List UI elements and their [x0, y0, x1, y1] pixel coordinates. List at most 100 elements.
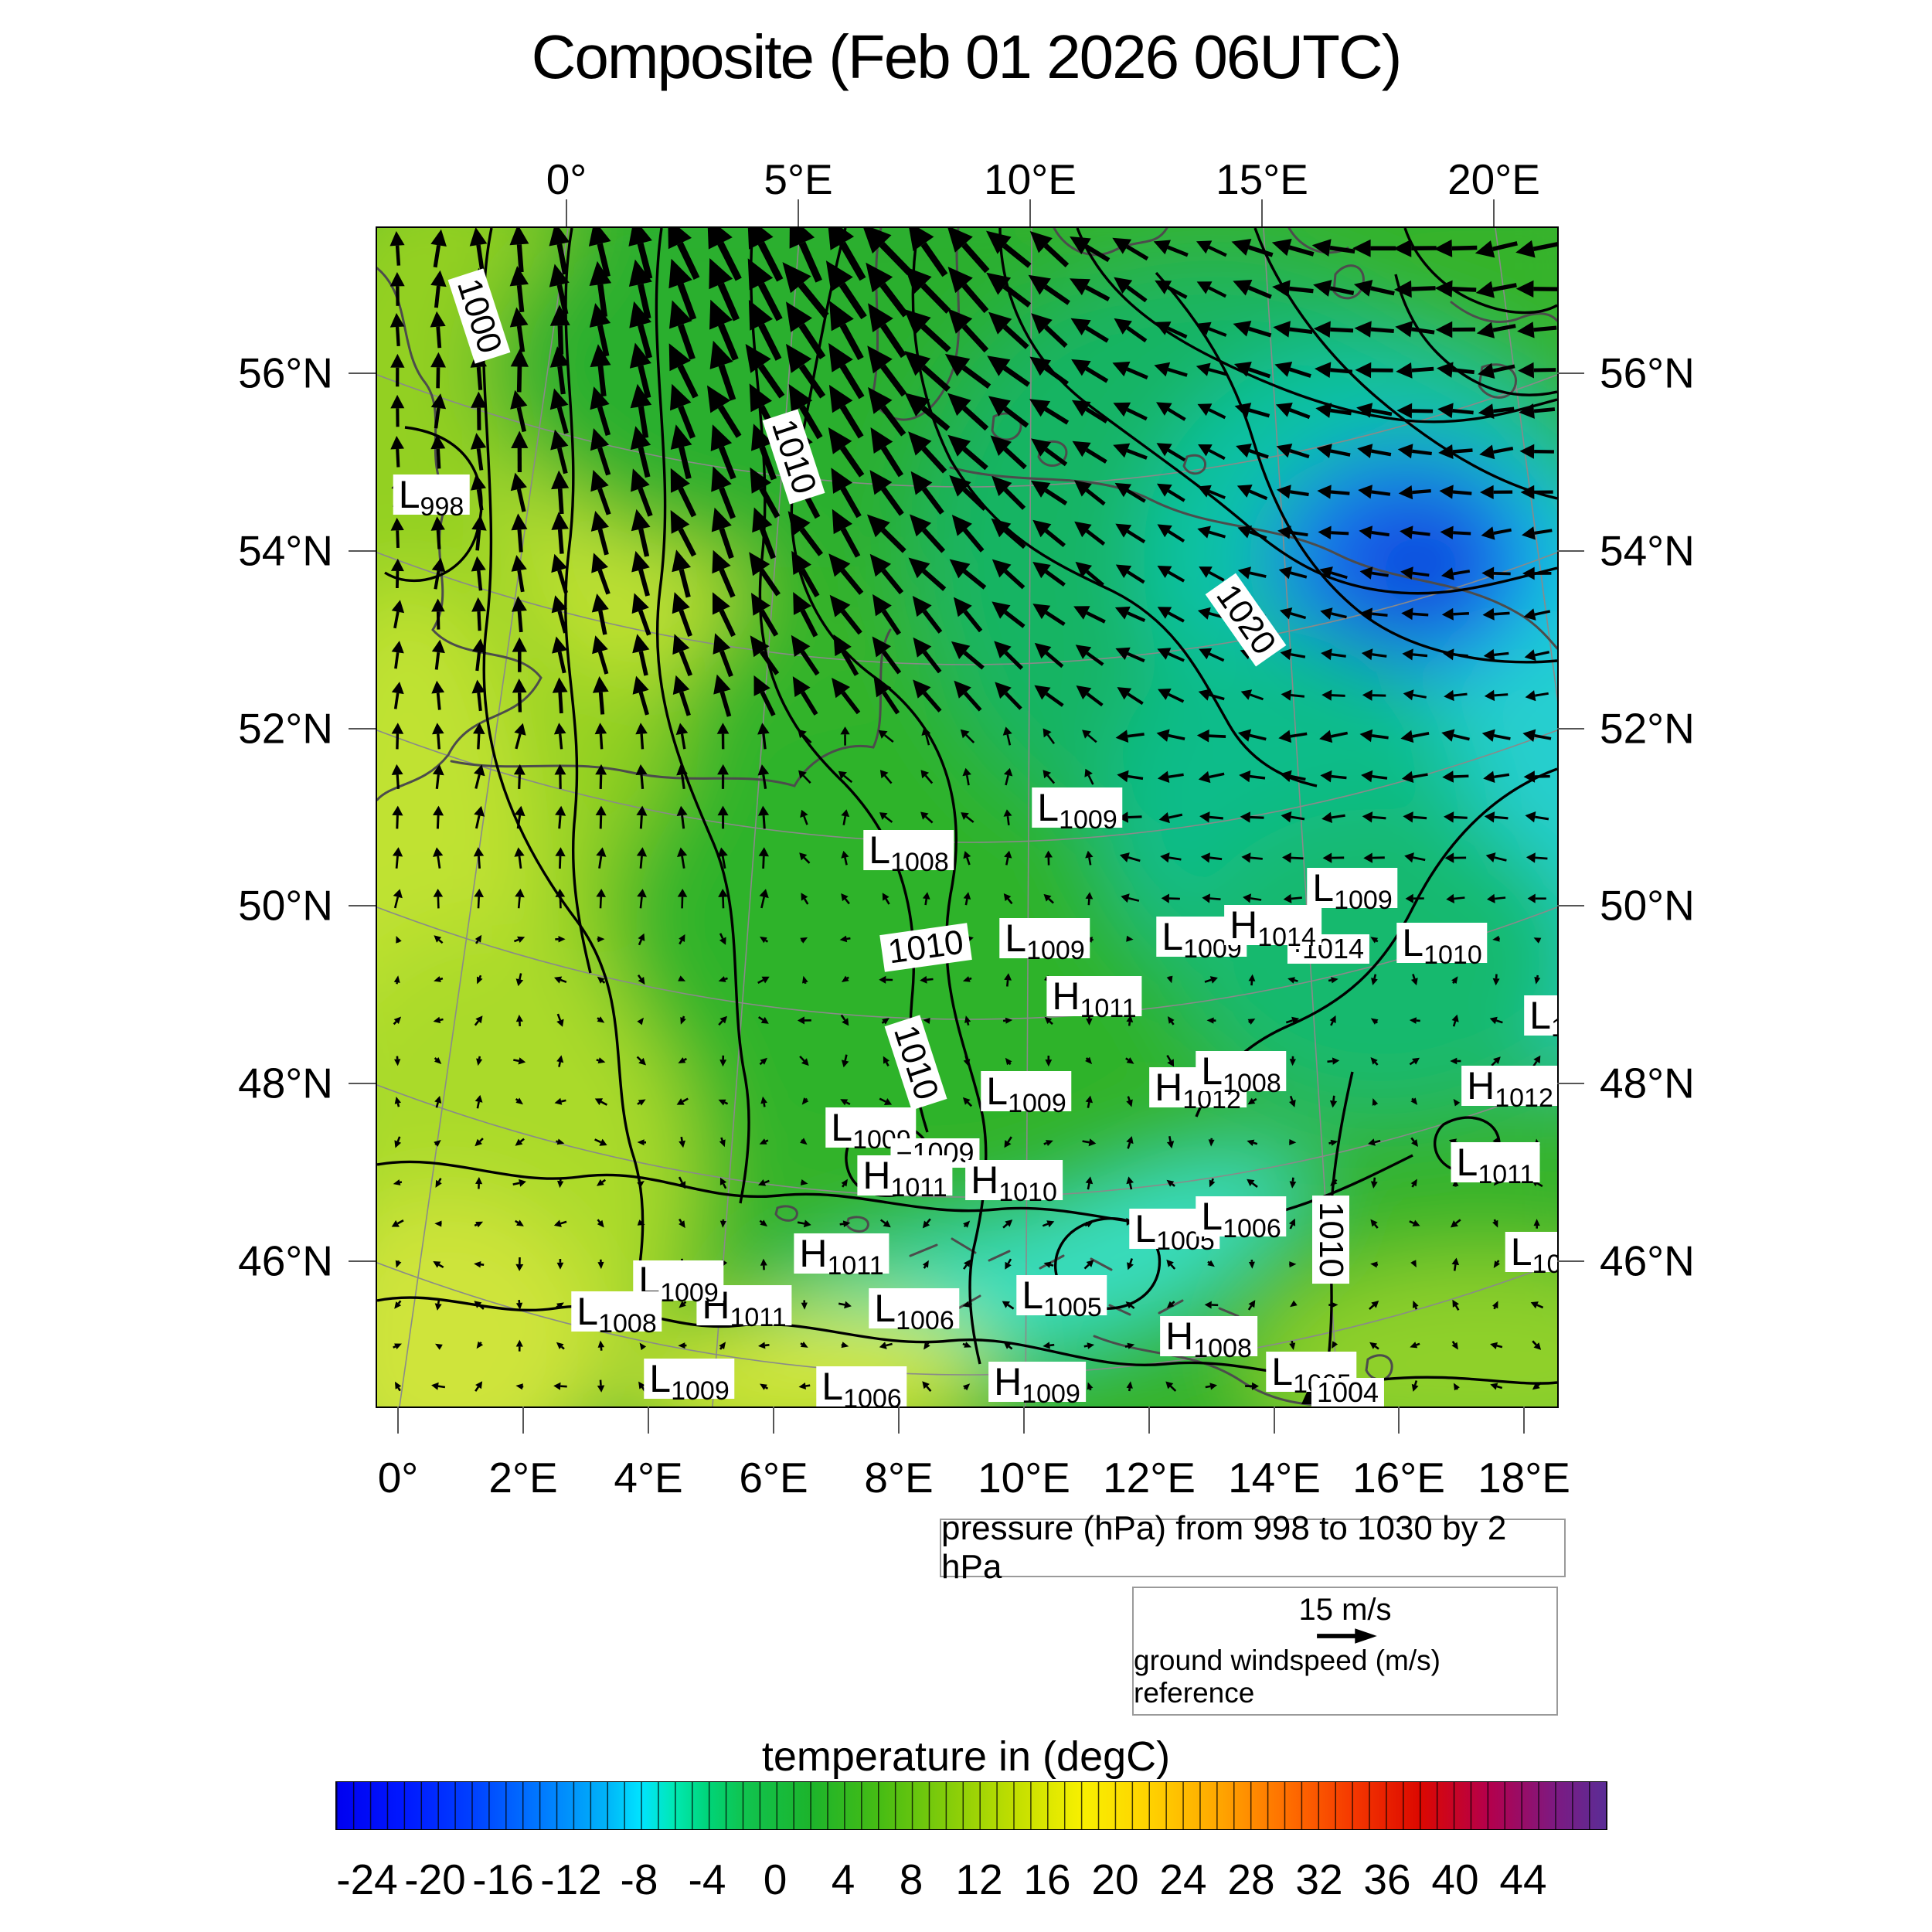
lat-tick-right: [1557, 905, 1584, 906]
colorbar-tick-label: -16: [472, 1855, 534, 1903]
pressure-center-label: H1010: [965, 1160, 1063, 1206]
lon-label-bottom: 6°E: [739, 1454, 808, 1502]
pressure-center-label: L1006: [869, 1288, 960, 1334]
pressure-center-label: L1011: [1451, 1142, 1540, 1188]
lon-tick-bottom: [1523, 1406, 1525, 1434]
lat-label-right: 50°N: [1600, 881, 1695, 930]
page-title: Composite (Feb 01 2026 06UTC): [531, 22, 1403, 91]
lon-tick-top: [1261, 199, 1263, 226]
lon-label-bottom: 8°E: [864, 1454, 934, 1502]
pressure-center-label: L101: [1505, 1232, 1557, 1277]
lat-label-right: 52°N: [1600, 704, 1695, 753]
lat-label-right: 56°N: [1600, 349, 1695, 397]
contour-inline-label: 1010: [1312, 1196, 1350, 1284]
lat-label-left: 48°N: [238, 1059, 333, 1107]
lon-tick-top: [1029, 199, 1031, 226]
colorbar-tick-label: 8: [899, 1855, 923, 1903]
pressure-center-label: L1008: [863, 830, 954, 876]
colorbar: [335, 1781, 1607, 1830]
lon-label-top: 20°E: [1447, 155, 1540, 203]
colorbar-tick-label: 28: [1227, 1855, 1275, 1903]
lat-tick-left: [349, 728, 376, 730]
wind-reference-speed: 15 m/s: [1298, 1593, 1392, 1627]
lat-label-left: 54°N: [238, 526, 333, 575]
lon-tick-bottom: [648, 1406, 649, 1434]
lat-tick-right: [1557, 1260, 1584, 1262]
colorbar-tick-label: -8: [620, 1855, 658, 1903]
pressure-center-label: L1009: [981, 1071, 1072, 1117]
colorbar-tick-label: 36: [1363, 1855, 1411, 1903]
weather-map: L998 L1008 L1009 L1009 H1011 L1009·1014 H1014 L…: [376, 226, 1559, 1408]
lon-tick-bottom: [773, 1406, 774, 1434]
pressure-center-label: L1009: [644, 1359, 735, 1404]
lon-label-top: 0°: [546, 155, 587, 203]
lon-label-bottom: 14°E: [1228, 1454, 1321, 1502]
lat-label-right: 48°N: [1600, 1059, 1695, 1107]
lat-tick-right: [1557, 728, 1584, 730]
lat-tick-left: [349, 905, 376, 906]
lon-tick-bottom: [397, 1406, 399, 1434]
colorbar-tick-label: -24: [336, 1855, 398, 1903]
lon-tick-bottom: [898, 1406, 900, 1434]
pressure-center-label: L998: [393, 474, 470, 520]
pressure-center-label: H1009: [988, 1362, 1086, 1406]
lat-label-left: 46°N: [238, 1236, 333, 1285]
colorbar-tick-label: 12: [955, 1855, 1003, 1903]
colorbar-tick-label: 32: [1295, 1855, 1343, 1903]
colorbar-tick-label: -12: [540, 1855, 602, 1903]
lon-label-bottom: 18°E: [1478, 1454, 1570, 1502]
pressure-center-label: H1011: [794, 1233, 889, 1279]
pressure-center-label: H1011: [1046, 976, 1142, 1022]
lat-tick-left: [349, 1083, 376, 1084]
colorbar-tick-label: 44: [1499, 1855, 1547, 1903]
pressure-center-label: H1014: [1224, 905, 1321, 951]
pressure-range-text: pressure (hPa) from 998 to 1030 by 2 hPa: [941, 1509, 1507, 1586]
lat-label-right: 46°N: [1600, 1236, 1695, 1285]
map-canvas: [377, 228, 1557, 1406]
lat-tick-left: [349, 1260, 376, 1262]
lon-label-bottom: 4°E: [614, 1454, 683, 1502]
lat-tick-left: [349, 372, 376, 374]
colorbar-tick-label: 40: [1431, 1855, 1479, 1903]
pressure-center-label: H1011: [857, 1155, 953, 1201]
lat-tick-right: [1557, 372, 1584, 374]
pressure-center-label: L1005: [1129, 1209, 1220, 1254]
pressure-center-label: H1012: [1461, 1066, 1557, 1111]
pressure-center-label: L10: [1524, 995, 1557, 1041]
colorbar-tick-label: 16: [1023, 1855, 1071, 1903]
pressure-center-label: L1009: [999, 918, 1090, 964]
wind-reference-caption: ground windspeed (m/s) reference: [1134, 1645, 1440, 1709]
lon-tick-bottom: [1023, 1406, 1025, 1434]
colorbar-tick-label: 20: [1091, 1855, 1139, 1903]
pressure-center-label: L1009: [1307, 868, 1398, 913]
pressure-center-label: L1006: [1196, 1196, 1287, 1242]
pressure-center-label: 1004: [1311, 1378, 1385, 1406]
pressure-center-label: L1009: [825, 1107, 917, 1153]
colorbar-tick-label: -20: [404, 1855, 466, 1903]
pressure-center-label: L1010: [1396, 923, 1488, 968]
lon-tick-bottom: [522, 1406, 524, 1434]
lat-tick-right: [1557, 1083, 1584, 1084]
lat-tick-left: [349, 550, 376, 552]
pressure-center-label: L1008: [571, 1291, 662, 1337]
colorbar-tick-label: 24: [1159, 1855, 1207, 1903]
colorbar-tick-label: 4: [831, 1855, 855, 1903]
lon-label-top: 5°E: [764, 155, 833, 203]
lon-label-bottom: 12°E: [1103, 1454, 1196, 1502]
lon-tick-bottom: [1274, 1406, 1275, 1434]
colorbar-cell-separators: [336, 1782, 1607, 1829]
lon-tick-top: [566, 199, 567, 226]
lon-tick-top: [798, 199, 799, 226]
colorbar-title: temperature in (degC): [761, 1733, 1171, 1780]
wind-reference-arrow: [1316, 1628, 1377, 1644]
pressure-center-label: L1008: [1196, 1051, 1287, 1097]
pressure-center-label: H1008: [1160, 1316, 1257, 1362]
pressure-center-label: L1009: [1156, 917, 1247, 962]
pressure-center-label: L1005: [1016, 1275, 1107, 1321]
pressure-center-label: L1006: [816, 1366, 907, 1406]
lat-label-left: 52°N: [238, 704, 333, 753]
lat-label-right: 54°N: [1600, 526, 1695, 575]
lon-tick-bottom: [1148, 1406, 1150, 1434]
lon-label-bottom: 10°E: [978, 1454, 1070, 1502]
